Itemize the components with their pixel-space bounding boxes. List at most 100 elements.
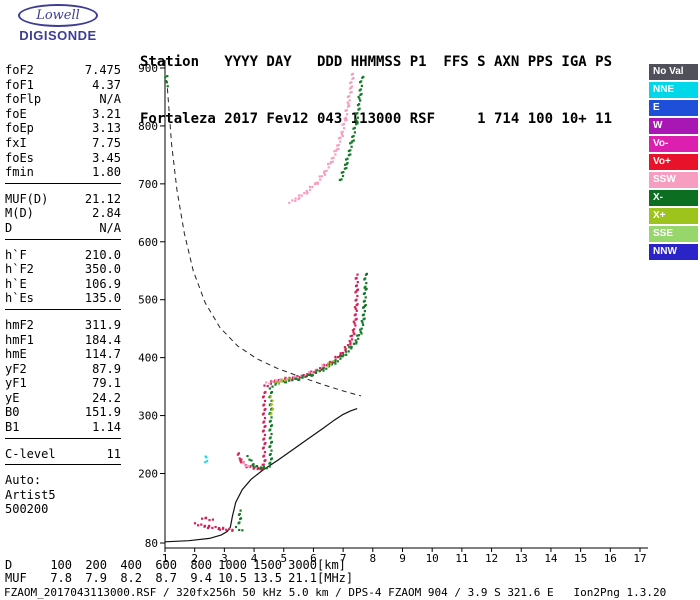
axis-tick-label: 8 — [370, 552, 377, 565]
footer-status-line: FZAOM_2017043113000.RSF / 320fx256h 50 k… — [4, 586, 667, 599]
parameter-row-auto: Auto: — [5, 473, 121, 488]
axis-tick-label: 5 — [280, 552, 287, 565]
axis-tick-label: 6 — [310, 552, 317, 565]
legend-item-no-val: No Val — [649, 64, 698, 80]
parameter-label: yE — [5, 390, 20, 405]
axis-tick-label: 17 — [633, 552, 646, 565]
parameter-row-md: M(D) 2.84 — [5, 206, 121, 221]
parameter-label: foEp — [5, 121, 34, 136]
parameter-label: C-level — [5, 446, 56, 461]
axis-tick-label: 80 — [145, 537, 158, 550]
series-true-height-profile — [164, 408, 358, 543]
parameter-label: h`E — [5, 276, 27, 291]
parameter-row-mufd: MUF(D) 21.12 — [5, 192, 121, 207]
parameter-label: fxI — [5, 135, 27, 150]
parameter-row-ye: yE 24.2 — [5, 391, 121, 406]
direction-legend: No Val NNE E W Vo- Vo+ SSW X- X+ SSE NNW — [649, 64, 698, 262]
parameter-label: hmF2 — [5, 317, 34, 332]
axis-tick-label: 13 — [515, 552, 528, 565]
parameter-row-artist5: Artist5 — [5, 488, 121, 503]
row-label: MUF — [5, 571, 27, 585]
station-header-line2: Fortaleza 2017 Fev12 043 113000 RSF 1 71… — [140, 111, 613, 127]
axis-tick-label: 300 — [138, 410, 158, 423]
parameter-label: yF2 — [5, 361, 27, 376]
axis-tick-label: 14 — [544, 552, 558, 565]
distance-muf-table: D 100 200 400 600 800 1000 1500 3000 [km] MUF 7.8 7.… — [5, 559, 353, 585]
parameter-label: fmin — [5, 165, 34, 180]
legend-item-e: E — [649, 100, 698, 116]
parameter-group: foF2 7.475 foF1 4.37 foFlp N/A foE 3.21 foEp 3.13… — [5, 62, 121, 184]
parameter-label: D — [5, 220, 13, 235]
station-header: Station YYYY DAY DDD HHMMSS P1 FFS S AXN… — [140, 15, 612, 167]
axis-tick-label: 7 — [340, 552, 347, 565]
parameter-value: 11 — [106, 446, 121, 461]
parameter-group: h`F 210.0 h`F2 350.0 h`E 106.9 h`Es 135.0 — [5, 247, 121, 310]
parameter-row-fxi: fxI 7.75 — [5, 136, 121, 151]
parameter-row-b1: B1 1.14 — [5, 420, 121, 435]
row-label: D — [5, 558, 13, 572]
row-value: 400 — [120, 558, 142, 572]
parameter-value: 311.9 — [84, 317, 121, 332]
series-o-trace-pink — [242, 72, 355, 468]
parameter-value: 21.12 — [84, 191, 121, 206]
parameter-row-yf2: yF2 87.9 — [5, 362, 121, 377]
parameter-label: foF1 — [5, 77, 34, 92]
parameter-value: 79.1 — [92, 376, 121, 391]
legend-item-vo-: Vo- — [649, 136, 698, 152]
parameter-label: foF2 — [5, 63, 34, 77]
axis-tick-label: 600 — [138, 236, 158, 249]
parameter-label: foFlp — [5, 92, 42, 107]
row-value: 200 — [85, 558, 107, 572]
axis-tick-label: 9 — [399, 552, 406, 565]
row-value: 21.1 — [288, 571, 317, 585]
legend-item-ssw: SSW — [649, 172, 698, 188]
parameter-label: yF1 — [5, 376, 27, 391]
legend-item-vo-: Vo+ — [649, 154, 698, 170]
parameter-row-b0: B0 151.9 — [5, 405, 121, 420]
parameter-value: 87.9 — [92, 361, 121, 376]
parameter-value: 210.0 — [84, 247, 121, 262]
parameter-row-fmin: fmin 1.80 — [5, 165, 121, 180]
legend-item-x-: X- — [649, 190, 698, 206]
parameter-label: hmF1 — [5, 332, 34, 347]
parameter-row-d: D N/A — [5, 221, 121, 236]
parameter-row-hme: hmE 114.7 — [5, 347, 121, 362]
parameter-panel: foF2 7.475 foF1 4.37 foFlp N/A foE 3.21 foEp 3.13… — [5, 62, 121, 527]
logo-digisonde-text: DIGISONDE — [19, 28, 97, 43]
parameter-label: h`F — [5, 247, 27, 262]
parameter-label: h`Es — [5, 291, 34, 306]
parameter-row-clevel: C-level 11 — [5, 447, 121, 462]
parameter-group: C-level 11 — [5, 446, 121, 466]
axis-tick-label: 11 — [455, 552, 468, 565]
row-unit: [km] — [317, 558, 346, 572]
parameter-label: M(D) — [5, 206, 34, 221]
series-x-trace — [164, 75, 368, 532]
row-value: 9.4 — [190, 571, 212, 585]
parameter-label: Auto: — [5, 473, 42, 488]
parameter-row-foflp: foFlp N/A — [5, 92, 121, 107]
legend-item-x-: X+ — [649, 208, 698, 224]
axis-tick-label: 12 — [485, 552, 498, 565]
parameter-row-foes: foEs 3.45 — [5, 151, 121, 166]
parameter-row-foe: foE 3.21 — [5, 107, 121, 122]
parameter-value: 114.7 — [84, 347, 121, 362]
series-o-trace — [193, 273, 360, 532]
parameter-row-foep: foEp 3.13 — [5, 121, 121, 136]
parameter-value: 3.45 — [92, 150, 121, 165]
row-value: 1500 — [253, 558, 282, 572]
parameter-value: 7.75 — [92, 135, 121, 150]
row-value: 8.2 — [120, 571, 142, 585]
row-value: 13.5 — [253, 571, 282, 585]
parameter-value: 4.37 — [92, 77, 121, 92]
parameter-row-hmf2: hmF2 311.9 — [5, 318, 121, 333]
axis-tick-label: 900 — [138, 62, 158, 75]
table-row-muf: MUF 7.8 7.9 8.2 8.7 9.4 10.5 13.5 21.1 [MHz] — [5, 572, 353, 585]
axis-tick-label: 15 — [574, 552, 587, 565]
parameter-label: MUF(D) — [5, 191, 49, 206]
parameter-value: 7.475 — [84, 63, 121, 77]
parameter-label: 500200 — [5, 502, 49, 517]
legend-item-nne: NNE — [649, 82, 698, 98]
parameter-label: Artist5 — [5, 487, 56, 502]
